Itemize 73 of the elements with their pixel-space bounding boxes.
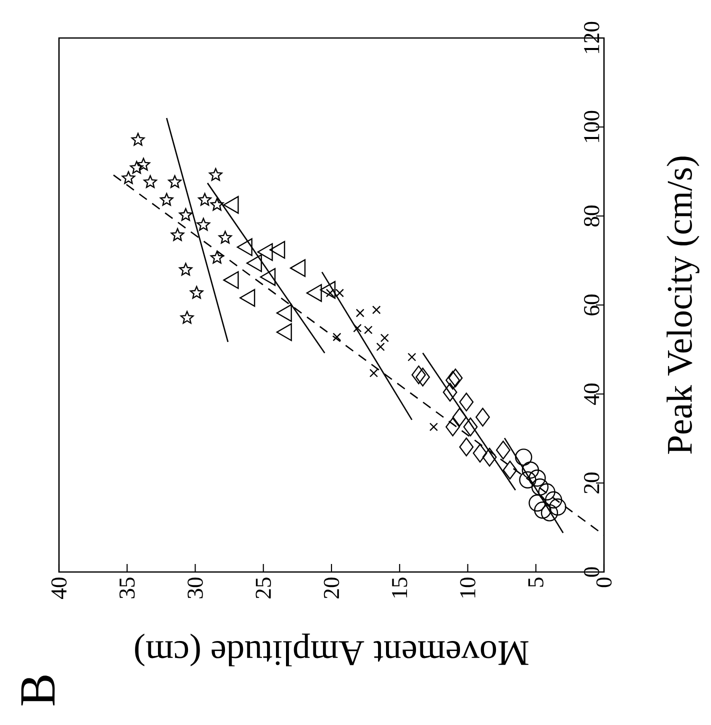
- x-tick-label: 35: [119, 578, 135, 598]
- y-axis-title: Peak Velocity (cm/s): [666, 156, 700, 454]
- y-tick-label: 100: [584, 110, 600, 142]
- point: [179, 262, 192, 276]
- point: [540, 504, 558, 522]
- point: [459, 438, 474, 456]
- point: [531, 478, 549, 496]
- x-tick-label: 20: [324, 578, 340, 598]
- point: [528, 494, 546, 512]
- point: [476, 408, 490, 427]
- point: [502, 460, 518, 480]
- point: [372, 306, 381, 314]
- point: [190, 286, 204, 299]
- x-tick-label: 15: [392, 578, 408, 598]
- y-tick-label: 60: [584, 294, 600, 316]
- x-tick-label: 25: [256, 578, 271, 598]
- point: [122, 171, 136, 184]
- point: [496, 440, 510, 460]
- point: [448, 368, 463, 388]
- point: [130, 160, 144, 174]
- point: [179, 208, 192, 221]
- point: [416, 368, 430, 386]
- point: [198, 192, 212, 206]
- point: [452, 408, 467, 427]
- point: [208, 168, 222, 181]
- point: [376, 342, 385, 352]
- point: [180, 310, 194, 324]
- x-axis-title: Movement Amplitude (cm): [135, 634, 528, 666]
- text: B: [21, 676, 55, 706]
- x-tick-label: 30: [188, 578, 203, 598]
- point: [369, 368, 378, 378]
- y-tick-label: 80: [584, 206, 600, 226]
- y-tick-label: 0: [584, 567, 600, 577]
- point: [544, 491, 562, 509]
- point: [429, 422, 438, 432]
- x-tick-label: 10: [460, 578, 476, 598]
- point: [380, 334, 389, 342]
- point: [411, 365, 426, 384]
- point: [168, 175, 182, 188]
- point: [472, 444, 488, 463]
- point: [408, 352, 416, 362]
- point: [519, 471, 536, 488]
- point: [160, 192, 174, 206]
- x-tick-label: 0: [596, 578, 612, 588]
- point: [459, 392, 474, 412]
- point: [446, 418, 460, 436]
- point: [196, 218, 210, 231]
- point: [136, 158, 150, 171]
- point: [356, 308, 364, 318]
- point: [131, 132, 145, 146]
- point: [528, 470, 546, 487]
- point: [463, 418, 478, 436]
- y-tick-label: 120: [584, 22, 600, 54]
- point: [210, 198, 224, 211]
- point: [522, 461, 540, 479]
- y-tick-label: 40: [584, 384, 600, 405]
- point: [549, 498, 566, 516]
- point: [515, 448, 532, 466]
- point: [170, 228, 184, 241]
- point: [218, 230, 232, 244]
- y-tick-label: 20: [584, 472, 600, 494]
- point: [210, 250, 224, 264]
- point: [538, 483, 556, 500]
- point: [332, 332, 342, 342]
- point: [482, 448, 497, 467]
- x-tick-label: 5: [528, 578, 544, 587]
- point: [353, 324, 362, 332]
- point: [364, 326, 373, 334]
- point: [442, 382, 458, 402]
- point: [144, 175, 157, 188]
- point: [534, 502, 552, 519]
- x-tick-label: 40: [51, 578, 67, 599]
- point: [446, 370, 460, 390]
